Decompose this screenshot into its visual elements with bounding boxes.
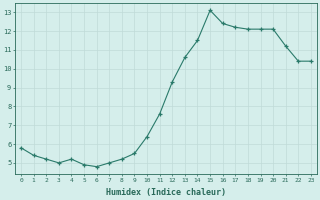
X-axis label: Humidex (Indice chaleur): Humidex (Indice chaleur) bbox=[106, 188, 226, 197]
